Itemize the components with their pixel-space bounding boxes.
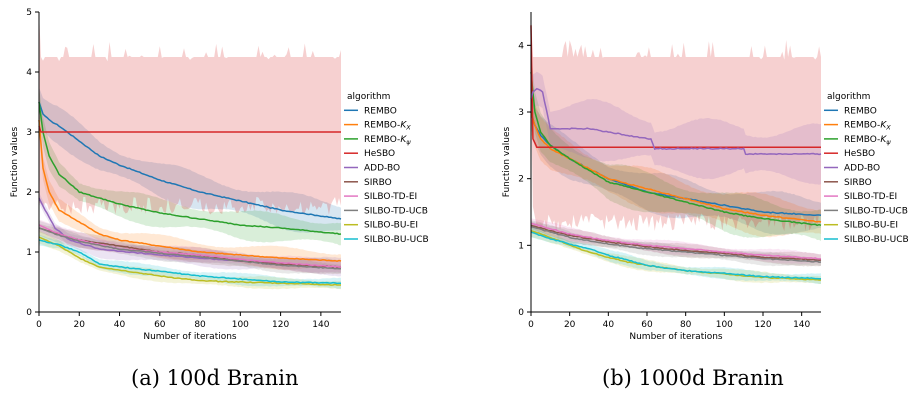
x-tick-label: 100 — [232, 320, 249, 330]
series-line-rembo-k-x — [530, 111, 822, 223]
series-lines — [530, 25, 822, 281]
y-tick-label: 1 — [518, 241, 524, 251]
legend-label-rembo: REMBO — [364, 106, 397, 116]
y-tick-label: 0 — [26, 308, 32, 318]
legend-label-hesbo: HeSBO — [844, 149, 875, 159]
y-tick-label: 0 — [518, 308, 524, 318]
series-line-silbo-bu-ei — [38, 236, 341, 286]
series-line-hesbo — [530, 25, 821, 149]
band-rembo-k-x — [39, 108, 341, 270]
band-rembo — [39, 87, 341, 233]
legend-label-sirbo: SIRBO — [364, 178, 392, 188]
y-tick-label: 4 — [518, 41, 524, 51]
legend-label-add-bo: ADD-BO — [364, 164, 400, 174]
series-line-rembo-k — [38, 101, 342, 235]
x-tick-label: 140 — [312, 320, 329, 330]
y-axis-label: Function values — [502, 126, 512, 197]
legend-label-silbo-td-ucb: SILBO-TD-UCB — [844, 206, 908, 216]
y-tick-label: 1 — [26, 248, 32, 258]
x-tick-label: 60 — [154, 320, 166, 330]
legend: algorithm REMBO REMBO-KX REMBO-Kψ HeSBO ADD-B… — [344, 92, 429, 245]
legend-label-rembo-k-x: REMBO-KX — [844, 121, 891, 132]
y-tick-label: 4 — [26, 68, 32, 78]
legend-label-sirbo: SIRBO — [844, 178, 872, 188]
caption-b: (b) 1000d Branin — [602, 366, 784, 390]
legend-label-rembo: REMBO — [844, 106, 877, 116]
y-tick-label: 2 — [26, 188, 32, 198]
band-rembo — [531, 95, 821, 235]
x-tick-label: 60 — [641, 320, 653, 330]
x-tick-label: 80 — [194, 320, 206, 330]
legend: algorithm REMBO REMBO-KX REMBO-Kψ HeSBO ADD-B… — [824, 92, 909, 245]
legend-label-silbo-td-ucb: SILBO-TD-UCB — [364, 206, 428, 216]
legend-label-hesbo: HeSBO — [364, 149, 395, 159]
confidence-bands — [39, 12, 341, 290]
band-hesbo — [39, 12, 341, 215]
x-tick-label: 0 — [528, 320, 534, 330]
series-line-silbo-td-ei — [530, 222, 822, 260]
band-add-bo — [531, 71, 821, 185]
legend-title: algorithm — [347, 92, 390, 102]
y-tick-label: 3 — [26, 128, 32, 138]
y-tick-label: 2 — [518, 175, 524, 185]
series-line-silbo-bu-ucb — [530, 231, 821, 280]
legend-label-silbo-bu-ei: SILBO-BU-EI — [364, 221, 418, 231]
x-tick-label: 0 — [36, 320, 42, 330]
series-line-hesbo — [38, 125, 341, 133]
series-line-sirbo — [530, 224, 822, 262]
band-add-bo — [39, 192, 341, 277]
x-tick-label: 140 — [793, 320, 810, 330]
legend-label-silbo-bu-ei: SILBO-BU-EI — [844, 221, 898, 231]
series-line-rembo-k-x — [38, 119, 342, 262]
series-line-rembo — [38, 101, 342, 220]
series-line-rembo-k — [530, 71, 822, 227]
legend-label-add-bo: ADD-BO — [844, 164, 880, 174]
x-tick-label: 100 — [716, 320, 733, 330]
series-line-add-bo — [530, 87, 822, 156]
series-line-silbo-td-ucb — [530, 225, 822, 263]
x-tick-label: 120 — [272, 320, 289, 330]
x-axis-label: Number of iterations — [143, 332, 237, 342]
band-silbo-td-ei — [39, 219, 341, 273]
y-tick-label: 5 — [26, 8, 32, 18]
legend-label-silbo-td-ei: SILBO-TD-EI — [364, 192, 417, 202]
legend-label-silbo-td-ei: SILBO-TD-EI — [844, 192, 897, 202]
band-rembo-k — [39, 86, 341, 246]
legend-label-rembo-k: REMBO-Kψ — [844, 135, 891, 146]
band-rembo-k-x — [531, 91, 821, 238]
chart-b: 0 20 40 60 80 100 120 140 0 1 2 3 4 Number of iterati… — [502, 12, 909, 342]
x-tick-label: 20 — [74, 320, 86, 330]
band-rembo-k — [531, 50, 821, 242]
legend-label-silbo-bu-ucb: SILBO-BU-UCB — [844, 235, 909, 245]
x-tick-label: 40 — [603, 320, 615, 330]
band-silbo-td-ucb — [39, 220, 341, 274]
band-silbo-bu-ucb — [39, 234, 341, 289]
y-axis-label: Function values — [10, 126, 20, 197]
x-tick-label: 80 — [680, 320, 692, 330]
caption-a: (a) 100d Branin — [131, 366, 299, 390]
band-silbo-td-ei — [531, 218, 821, 264]
series-lines — [38, 101, 342, 286]
x-tick-label: 40 — [114, 320, 126, 330]
series-line-silbo-td-ucb — [38, 227, 341, 270]
x-axis-label: Number of iterations — [629, 332, 723, 342]
legend-label-rembo-k: REMBO-Kψ — [364, 135, 411, 146]
x-tick-label: 120 — [754, 320, 771, 330]
legend-label-rembo-k-x: REMBO-KX — [364, 121, 411, 132]
chart-a: 0 20 40 60 80 100 120 140 0 1 2 3 4 5 Number of iterat… — [10, 8, 429, 342]
legend-title: algorithm — [827, 92, 870, 102]
y-tick-label: 3 — [518, 108, 524, 118]
legend-label-silbo-bu-ucb: SILBO-BU-UCB — [364, 235, 429, 245]
x-tick-label: 20 — [564, 320, 576, 330]
series-line-silbo-bu-ucb — [38, 239, 341, 285]
band-sirbo — [531, 221, 821, 267]
